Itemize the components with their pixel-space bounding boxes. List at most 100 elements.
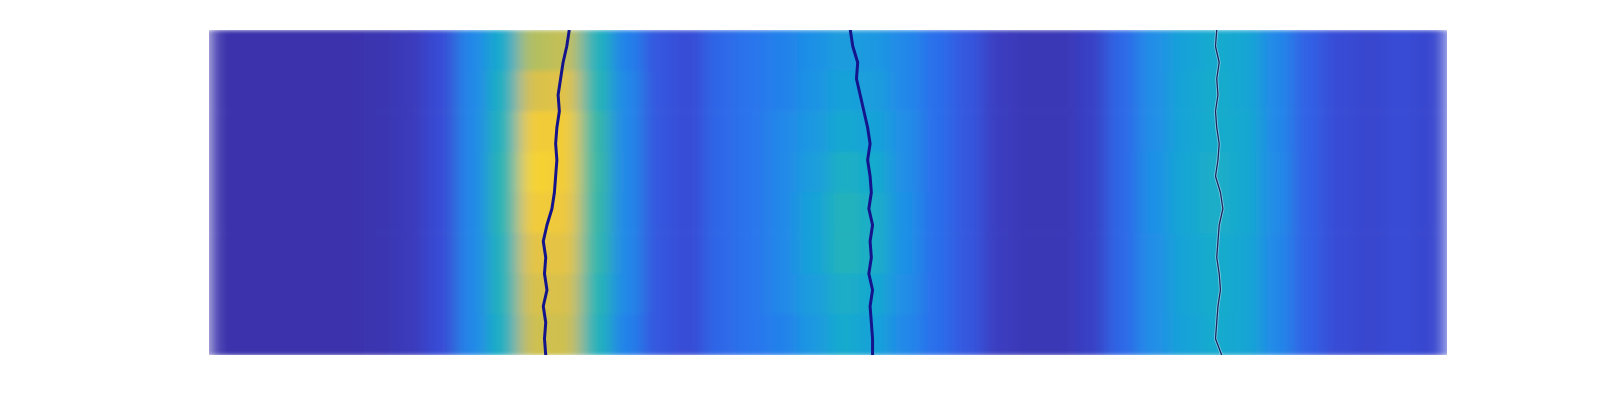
heatmap-cell <box>735 71 767 112</box>
chart <box>0 0 1600 400</box>
heatmap-cell <box>1168 314 1200 355</box>
heatmap-cell <box>1230 233 1262 274</box>
heatmap-cell <box>333 314 365 355</box>
heatmap-cell <box>426 233 458 274</box>
heatmap-cell <box>828 274 860 315</box>
heatmap-cell <box>1261 274 1293 315</box>
heatmap-cell <box>1323 30 1355 71</box>
heatmap-cell <box>1323 111 1355 152</box>
heatmap-cell <box>457 71 489 112</box>
heatmap-cell <box>859 30 891 71</box>
heatmap-cell <box>240 193 272 234</box>
heatmap-cell <box>1230 314 1262 355</box>
heatmap-cell <box>1323 152 1355 193</box>
heatmap-cell <box>1138 152 1170 193</box>
heatmap-cell <box>1323 314 1355 355</box>
heatmap-cell <box>1107 152 1139 193</box>
heatmap-cell <box>983 193 1015 234</box>
heatmap-cell <box>549 71 581 112</box>
heatmap-cell <box>1292 233 1324 274</box>
heatmap-cell <box>890 274 922 315</box>
heatmap-cell <box>1138 274 1170 315</box>
heatmap-cell <box>302 71 334 112</box>
heatmap-cell <box>395 274 427 315</box>
heatmap-cell <box>333 111 365 152</box>
heatmap-cell <box>1354 30 1386 71</box>
trace-line <box>850 30 872 355</box>
heatmap-cell <box>580 314 612 355</box>
heatmap-cell <box>642 30 674 71</box>
heatmap-cell <box>735 274 767 315</box>
heatmap-cell <box>1168 152 1200 193</box>
heatmap-cell <box>952 111 984 152</box>
heatmap-cell <box>952 314 984 355</box>
heatmap-cell <box>302 233 334 274</box>
heatmap-cell <box>1045 274 1077 315</box>
heatmap-cell <box>519 152 551 193</box>
heatmap-cell <box>797 314 829 355</box>
heatmap-cell <box>1292 274 1324 315</box>
heatmap-cell <box>488 314 520 355</box>
heatmap-cell <box>1107 111 1139 152</box>
heatmap-cell <box>828 193 860 234</box>
heatmap-cell <box>1045 314 1077 355</box>
heatmap-cell <box>828 111 860 152</box>
heatmap-cell <box>952 30 984 71</box>
heatmap-cell <box>921 233 953 274</box>
heatmap-cell <box>890 193 922 234</box>
heatmap-cell <box>1292 71 1324 112</box>
heatmap-cell <box>1354 274 1386 315</box>
heatmap-cell <box>426 71 458 112</box>
heatmap-cell <box>1323 193 1355 234</box>
heatmap-cell <box>1230 152 1262 193</box>
heatmap-cell <box>1292 193 1324 234</box>
heatmap-cell <box>1261 111 1293 152</box>
heatmap-cell <box>1385 71 1417 112</box>
heatmap-cell <box>642 274 674 315</box>
heatmap-cell <box>580 274 612 315</box>
heatmap-cell <box>1354 233 1386 274</box>
heatmap-cell <box>1107 314 1139 355</box>
heatmap-cell <box>271 30 303 71</box>
heatmap-cell <box>457 152 489 193</box>
heatmap-cell <box>333 233 365 274</box>
heatmap-cell <box>1261 314 1293 355</box>
heatmap-cell <box>1014 274 1046 315</box>
heatmap-cell <box>209 233 241 274</box>
heatmap-cell <box>488 233 520 274</box>
heatmap-cell <box>1323 233 1355 274</box>
heatmap-cell <box>240 71 272 112</box>
heatmap-cell <box>426 274 458 315</box>
heatmap-cell <box>1385 233 1417 274</box>
heatmap-cell <box>983 274 1015 315</box>
heatmap-cell <box>766 314 798 355</box>
heatmap-cell <box>240 233 272 274</box>
heatmap-cell <box>364 30 396 71</box>
heatmap-cell <box>209 193 241 234</box>
heatmap-cell <box>580 193 612 234</box>
heatmap-cell <box>488 274 520 315</box>
heatmap-cell <box>395 30 427 71</box>
heatmap-cell <box>395 71 427 112</box>
heatmap-cell <box>333 193 365 234</box>
heatmap-cell <box>1199 233 1231 274</box>
heatmap-cell <box>302 30 334 71</box>
heatmap-cell <box>395 193 427 234</box>
heatmap-cell <box>828 152 860 193</box>
heatmap-cell <box>271 274 303 315</box>
heatmap-cell <box>673 314 705 355</box>
heatmap-cell <box>704 152 736 193</box>
heatmap-cell <box>1385 111 1417 152</box>
heatmap-cell <box>611 111 643 152</box>
traces <box>543 30 1223 355</box>
heatmap-cell <box>1076 274 1108 315</box>
heatmap-cell <box>1230 193 1262 234</box>
heatmap-cell <box>642 193 674 234</box>
heatmap-cell <box>797 233 829 274</box>
heatmap-cell <box>828 71 860 112</box>
heatmap-cell <box>271 314 303 355</box>
heatmap-cell <box>1076 111 1108 152</box>
heatmap-cell <box>1323 71 1355 112</box>
heatmap-cell <box>952 71 984 112</box>
heatmap-cell <box>704 274 736 315</box>
